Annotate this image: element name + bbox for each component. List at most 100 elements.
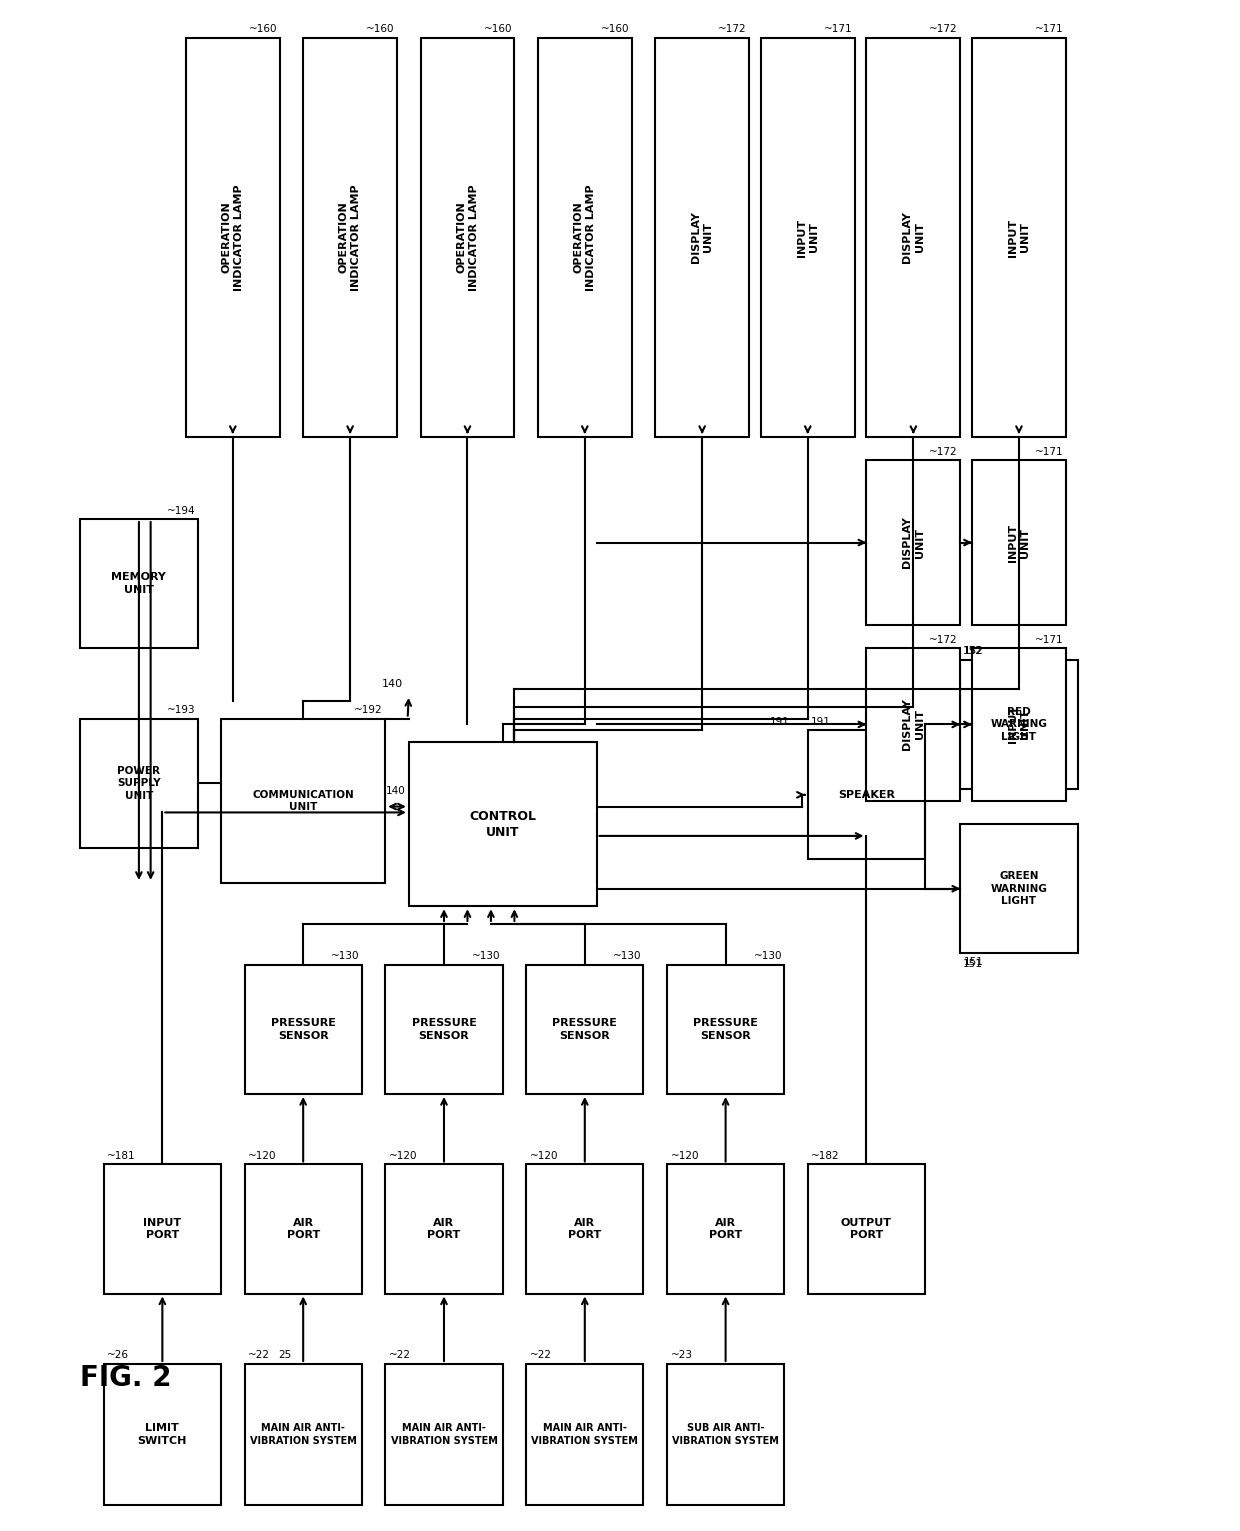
Text: AIR
PORT: AIR PORT (568, 1217, 601, 1240)
Bar (81, 718, 197, 848)
Bar (386, 1364, 502, 1505)
Text: ~172: ~172 (929, 24, 959, 35)
Text: OPERATION
INDICATOR LAMP: OPERATION INDICATOR LAMP (222, 184, 244, 291)
Text: INPUT
UNIT: INPUT UNIT (796, 219, 818, 257)
Bar (807, 730, 925, 859)
Text: MEMORY
UNIT: MEMORY UNIT (112, 573, 166, 596)
Text: ~192: ~192 (355, 706, 383, 715)
Text: LIMIT
SWITCH: LIMIT SWITCH (138, 1424, 187, 1445)
Bar (244, 965, 362, 1095)
Text: ~182: ~182 (811, 1151, 839, 1160)
Text: SPEAKER: SPEAKER (838, 790, 895, 799)
Bar (526, 1165, 644, 1294)
Text: ~130: ~130 (471, 951, 500, 961)
Text: PRESSURE
SENSOR: PRESSURE SENSOR (693, 1018, 758, 1041)
Text: FIG. 2: FIG. 2 (81, 1364, 171, 1392)
Bar (409, 743, 596, 906)
Text: INPUT
PORT: INPUT PORT (144, 1217, 181, 1240)
Text: ~120: ~120 (248, 1151, 277, 1160)
Text: PRESSURE
SENSOR: PRESSURE SENSOR (552, 1018, 618, 1041)
Text: ~172: ~172 (718, 24, 746, 35)
Bar (960, 824, 1078, 954)
Bar (104, 1364, 221, 1505)
Bar (960, 660, 1078, 788)
Text: DISPLAY
UNIT: DISPLAY UNIT (691, 211, 713, 263)
Text: DISPLAY
UNIT: DISPLAY UNIT (903, 698, 925, 750)
Text: OPERATION
INDICATOR LAMP: OPERATION INDICATOR LAMP (456, 184, 479, 291)
Text: PRESSURE
SENSOR: PRESSURE SENSOR (270, 1018, 336, 1041)
Text: MAIN AIR ANTI-
VIBRATION SYSTEM: MAIN AIR ANTI- VIBRATION SYSTEM (249, 1424, 357, 1445)
Text: GREEN
WARNING
LIGHT: GREEN WARNING LIGHT (991, 871, 1048, 906)
Bar (655, 38, 749, 436)
Bar (244, 1165, 362, 1294)
Bar (761, 38, 854, 436)
Text: 151: 151 (962, 958, 982, 969)
Bar (526, 1364, 644, 1505)
Text: OPERATION
INDICATOR LAMP: OPERATION INDICATOR LAMP (339, 184, 361, 291)
Text: ~171: ~171 (1035, 24, 1064, 35)
Text: ~23: ~23 (671, 1350, 692, 1361)
Text: POWER
SUPPLY
UNIT: POWER SUPPLY UNIT (117, 766, 161, 801)
Bar (667, 1364, 784, 1505)
Text: SUB AIR ANTI-
VIBRATION SYSTEM: SUB AIR ANTI- VIBRATION SYSTEM (672, 1424, 779, 1445)
Bar (972, 461, 1066, 625)
Bar (386, 965, 502, 1095)
Text: INPUT
UNIT: INPUT UNIT (1008, 219, 1030, 257)
Text: 191: 191 (811, 717, 831, 727)
Text: ~181: ~181 (107, 1151, 136, 1160)
Text: 152: 152 (963, 646, 983, 657)
Text: PRESSURE
SENSOR: PRESSURE SENSOR (412, 1018, 476, 1041)
Text: OUTPUT
PORT: OUTPUT PORT (841, 1217, 892, 1240)
Text: AIR
PORT: AIR PORT (428, 1217, 460, 1240)
Bar (972, 648, 1066, 801)
Text: 25: 25 (278, 1350, 291, 1361)
Bar (667, 965, 784, 1095)
Bar (538, 38, 631, 436)
Text: ~120: ~120 (389, 1151, 418, 1160)
Text: ~172: ~172 (929, 447, 959, 456)
Bar (221, 718, 386, 883)
Text: ~130: ~130 (331, 951, 360, 961)
Bar (526, 965, 644, 1095)
Text: OPERATION
INDICATOR LAMP: OPERATION INDICATOR LAMP (574, 184, 596, 291)
Text: ~171: ~171 (1035, 447, 1064, 456)
Text: ~160: ~160 (366, 24, 394, 35)
Bar (186, 38, 280, 436)
Text: ~130: ~130 (613, 951, 641, 961)
Bar (303, 38, 397, 436)
Text: DISPLAY
UNIT: DISPLAY UNIT (903, 516, 925, 568)
Text: ~26: ~26 (107, 1350, 129, 1361)
Text: ~22: ~22 (529, 1350, 552, 1361)
Text: AIR
PORT: AIR PORT (709, 1217, 743, 1240)
Text: RED
WARNING
LIGHT: RED WARNING LIGHT (991, 707, 1048, 743)
Bar (104, 1165, 221, 1294)
Text: DISPLAY
UNIT: DISPLAY UNIT (903, 211, 925, 263)
Text: 152: 152 (962, 646, 982, 657)
Text: ~172: ~172 (929, 635, 959, 645)
Text: COMMUNICATION
UNIT: COMMUNICATION UNIT (252, 790, 355, 811)
Bar (667, 1165, 784, 1294)
Text: CONTROL
UNIT: CONTROL UNIT (469, 810, 536, 839)
Text: ~171: ~171 (1035, 635, 1064, 645)
Text: 151: 151 (963, 957, 983, 966)
Text: 140: 140 (386, 787, 405, 796)
Text: ~160: ~160 (249, 24, 278, 35)
Text: AIR
PORT: AIR PORT (286, 1217, 320, 1240)
Bar (867, 38, 960, 436)
Text: 140: 140 (382, 680, 403, 689)
Text: MAIN AIR ANTI-
VIBRATION SYSTEM: MAIN AIR ANTI- VIBRATION SYSTEM (391, 1424, 497, 1445)
Text: ~171: ~171 (823, 24, 852, 35)
Bar (867, 461, 960, 625)
Text: ~120: ~120 (671, 1151, 699, 1160)
Text: ~193: ~193 (166, 706, 195, 715)
Bar (867, 648, 960, 801)
Bar (386, 1165, 502, 1294)
Text: ~194: ~194 (166, 505, 195, 516)
Text: INPUT
UNIT: INPUT UNIT (1008, 524, 1030, 562)
Bar (81, 519, 197, 648)
Text: ~22: ~22 (389, 1350, 410, 1361)
Text: ~160: ~160 (601, 24, 630, 35)
Text: ~120: ~120 (529, 1151, 558, 1160)
Text: ~130: ~130 (754, 951, 782, 961)
Bar (807, 1165, 925, 1294)
